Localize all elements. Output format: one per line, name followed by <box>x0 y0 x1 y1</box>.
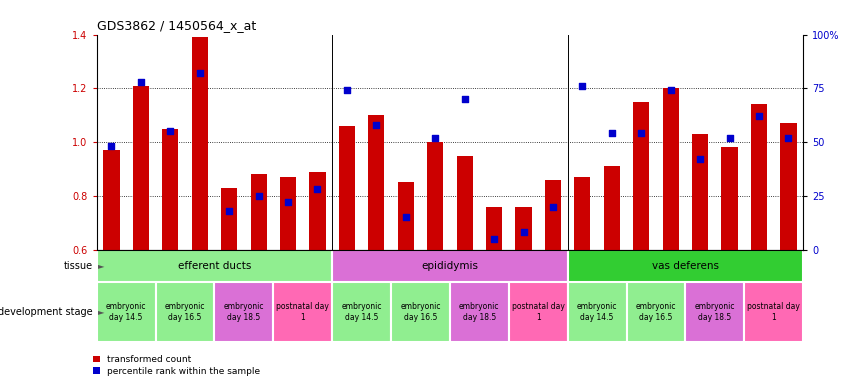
Text: embryonic
day 14.5: embryonic day 14.5 <box>577 302 617 322</box>
Point <box>693 156 706 162</box>
Bar <box>685 282 744 342</box>
Point <box>251 193 265 199</box>
Bar <box>221 188 237 250</box>
Point <box>428 135 442 141</box>
Bar <box>398 182 414 250</box>
Point <box>340 88 353 94</box>
Point <box>222 208 235 214</box>
Point <box>134 79 147 85</box>
Bar <box>97 250 332 282</box>
Bar <box>162 129 178 250</box>
Text: embryonic
day 16.5: embryonic day 16.5 <box>165 302 205 322</box>
Text: ►: ► <box>98 262 105 270</box>
Bar <box>214 282 273 342</box>
Bar <box>692 134 708 250</box>
Point <box>369 122 383 128</box>
Bar <box>280 177 296 250</box>
Legend: transformed count, percentile rank within the sample: transformed count, percentile rank withi… <box>93 355 261 376</box>
Bar <box>391 282 450 342</box>
Point <box>546 204 559 210</box>
Bar <box>722 147 738 250</box>
Text: postnatal day
1: postnatal day 1 <box>277 302 329 322</box>
Point <box>722 135 736 141</box>
Bar <box>368 115 384 250</box>
Bar <box>604 166 620 250</box>
Bar <box>97 282 156 342</box>
Bar <box>457 156 473 250</box>
Bar <box>251 174 267 250</box>
Point <box>193 70 206 76</box>
Point <box>281 199 294 205</box>
Text: tissue: tissue <box>63 261 93 271</box>
Text: embryonic
day 18.5: embryonic day 18.5 <box>695 302 735 322</box>
Bar <box>516 207 532 250</box>
Point <box>575 83 589 89</box>
Text: GDS3862 / 1450564_x_at: GDS3862 / 1450564_x_at <box>97 19 256 32</box>
Bar <box>633 102 649 250</box>
Text: embryonic
day 14.5: embryonic day 14.5 <box>106 302 146 322</box>
Text: efferent ducts: efferent ducts <box>177 261 251 271</box>
Bar <box>309 172 325 250</box>
Text: postnatal day
1: postnatal day 1 <box>512 302 564 322</box>
Bar <box>450 282 509 342</box>
Bar <box>339 126 355 250</box>
Bar <box>568 250 803 282</box>
Bar <box>751 104 767 250</box>
Text: development stage: development stage <box>0 307 93 317</box>
Point <box>487 236 500 242</box>
Text: embryonic
day 16.5: embryonic day 16.5 <box>400 302 441 322</box>
Point <box>458 96 471 102</box>
Bar <box>627 282 685 342</box>
Bar <box>332 250 568 282</box>
Bar <box>545 180 561 250</box>
Point <box>781 135 795 141</box>
Point <box>516 229 530 235</box>
Text: epididymis: epididymis <box>421 261 479 271</box>
Point <box>310 186 324 192</box>
Bar <box>156 282 214 342</box>
Text: embryonic
day 14.5: embryonic day 14.5 <box>341 302 382 322</box>
Point <box>752 113 765 119</box>
Bar <box>486 207 502 250</box>
Bar <box>574 177 590 250</box>
Bar <box>273 282 332 342</box>
Bar <box>427 142 443 250</box>
Bar <box>192 37 208 250</box>
Bar <box>744 282 803 342</box>
Text: embryonic
day 18.5: embryonic day 18.5 <box>224 302 264 322</box>
Point <box>104 143 118 149</box>
Point <box>634 131 648 137</box>
Point <box>163 128 177 134</box>
Point <box>399 214 412 220</box>
Point <box>605 131 618 137</box>
Point <box>664 88 677 94</box>
Bar <box>133 86 149 250</box>
Bar <box>780 123 796 250</box>
Bar <box>568 282 627 342</box>
Bar <box>509 282 568 342</box>
Bar <box>332 282 391 342</box>
Text: ►: ► <box>98 308 105 316</box>
Text: embryonic
day 18.5: embryonic day 18.5 <box>459 302 500 322</box>
Bar <box>663 88 679 250</box>
Text: vas deferens: vas deferens <box>652 261 719 271</box>
Bar <box>103 150 119 250</box>
Text: postnatal day
1: postnatal day 1 <box>748 302 800 322</box>
Text: embryonic
day 16.5: embryonic day 16.5 <box>636 302 676 322</box>
